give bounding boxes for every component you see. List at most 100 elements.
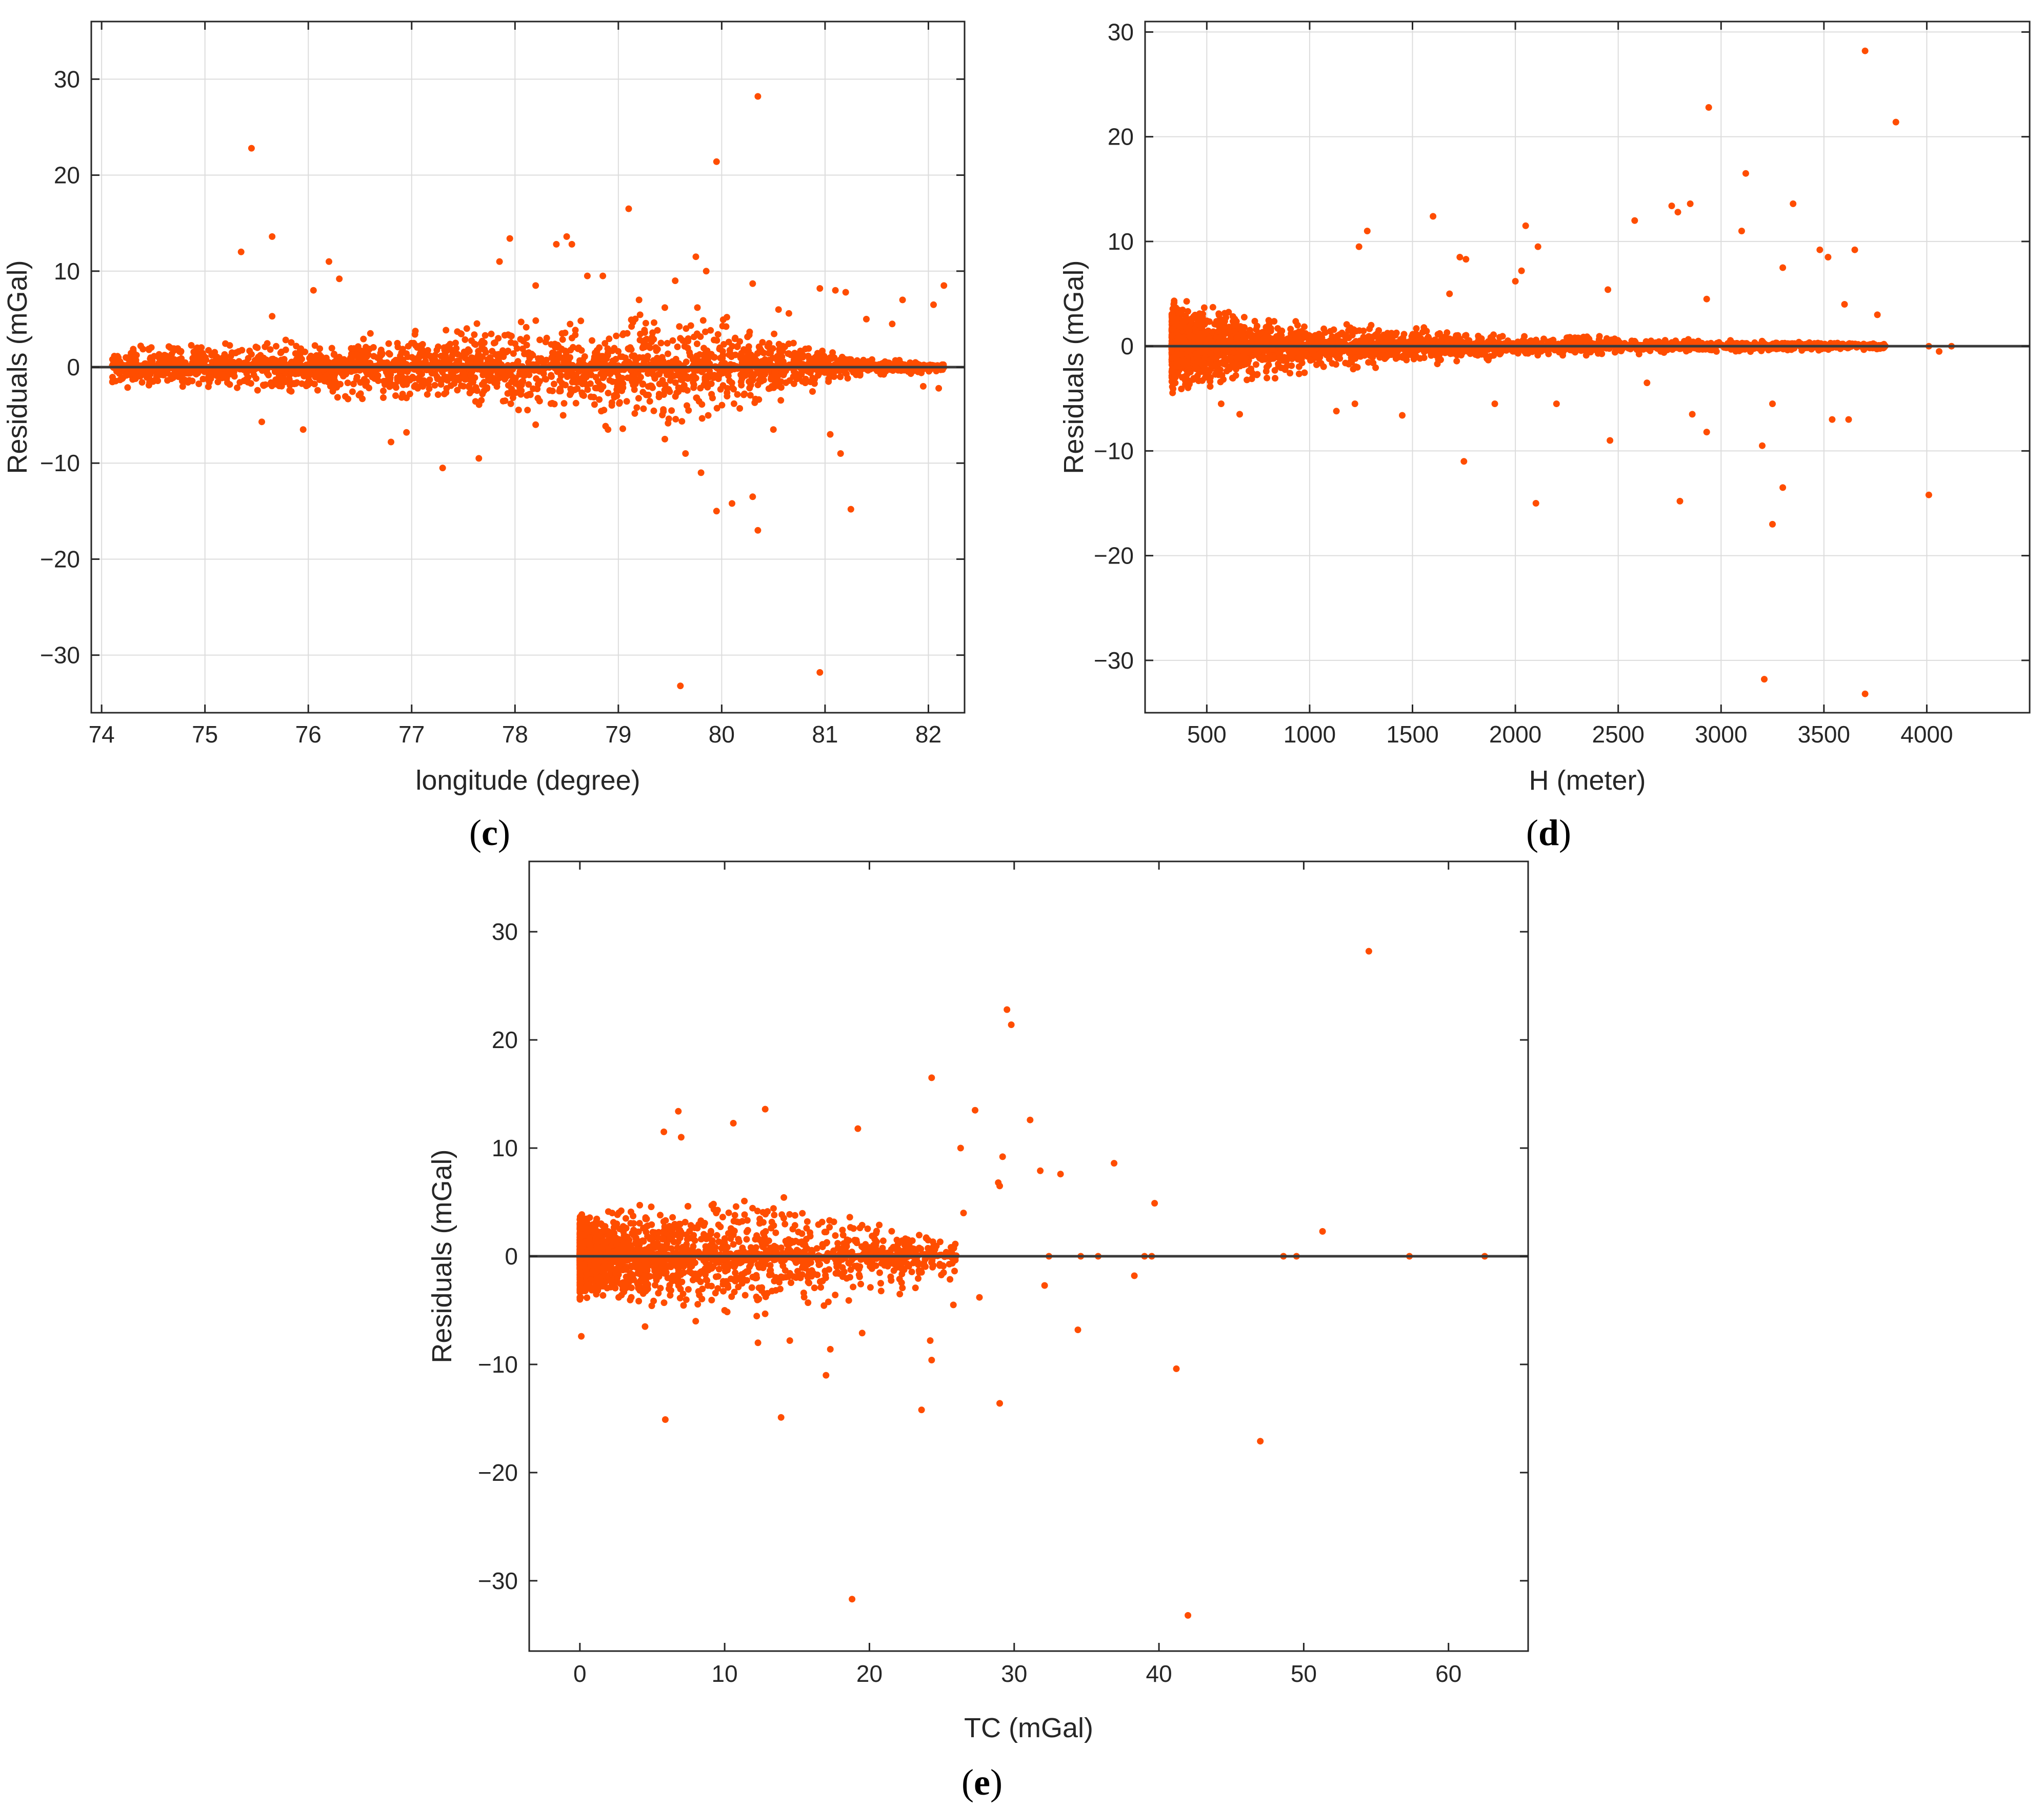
data-point [454,387,461,394]
data-point [698,415,706,422]
data-point [641,327,648,334]
data-point [295,370,303,377]
data-point [403,381,410,388]
data-point [635,395,642,402]
data-point [827,355,834,362]
data-point [609,357,616,365]
data-point [520,337,527,345]
data-point [712,372,718,379]
data-point [426,376,433,384]
data-point [642,319,649,327]
data-point [517,318,525,326]
data-point [441,390,448,397]
data-point [348,345,355,352]
data-point [473,320,480,327]
data-point [536,336,544,344]
data-point [466,384,473,391]
data-point [713,158,720,165]
data-point [673,389,680,396]
data-point [709,394,716,401]
data-point [477,360,484,367]
data-point [345,395,352,403]
data-point [567,347,574,354]
data-point [599,272,607,279]
data-point [749,376,756,384]
data-point [414,385,422,392]
data-point [674,372,681,379]
data-point [563,233,570,240]
data-point [311,380,318,388]
data-point [156,367,164,374]
data-point [639,354,647,361]
data-point [146,379,153,386]
data-point [515,407,522,413]
data-point [508,332,515,339]
x-tick-label: 80 [709,721,735,748]
data-point [471,331,478,338]
data-point [267,346,274,353]
x-tick-label: 79 [605,721,631,748]
data-point [623,398,630,405]
x-tick-label: 78 [502,721,528,748]
data-point [337,380,344,388]
data-point [816,368,823,375]
data-point [577,317,585,325]
data-point [403,429,410,436]
data-point [408,339,415,347]
x-tick-label: 82 [915,721,941,748]
data-point [452,339,459,347]
data-point [745,359,752,366]
data-point [513,345,520,352]
data-point [254,355,261,362]
data-point [658,354,666,361]
data-point [199,375,207,383]
data-point [708,351,715,358]
data-point [444,374,451,381]
data-point [248,145,255,152]
data-point [665,415,672,423]
data-point [592,374,599,381]
data-point [479,371,487,378]
data-point [380,387,387,394]
data-point [526,371,533,378]
data-point [272,376,279,383]
data-point [660,380,667,388]
data-point [137,343,144,350]
data-point [837,450,844,457]
data-point [816,669,824,676]
y-tick-label: 20 [54,162,80,189]
data-point [768,383,775,390]
data-point [744,333,751,340]
data-point [392,384,399,391]
data-point [546,387,553,394]
data-point [775,306,782,313]
data-point [457,330,464,337]
data-point [606,335,613,343]
data-point [662,435,668,443]
data-point [254,387,261,394]
y-tick-label: −30 [40,642,80,669]
data-point [524,407,531,414]
data-point [357,379,364,386]
data-point [779,348,786,354]
data-point [536,397,543,405]
data-point [889,320,896,328]
data-point [628,316,635,324]
data-point [222,357,229,364]
data-point [465,359,472,366]
data-point [1453,357,1460,365]
data-point [313,352,320,359]
data-point [628,323,635,330]
data-point [472,384,479,391]
data-point [605,390,612,396]
data-point [404,353,411,360]
data-point [736,405,744,412]
data-point [406,390,413,397]
data-point [298,380,306,387]
data-point [530,385,537,392]
data-point [553,240,560,248]
data-point [388,438,394,446]
data-point [478,397,485,404]
data-point [124,384,131,391]
data-point [415,354,423,361]
